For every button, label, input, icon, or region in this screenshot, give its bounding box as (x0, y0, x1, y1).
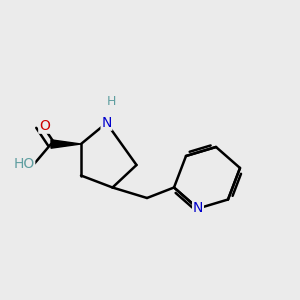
Text: H: H (106, 95, 116, 108)
Text: N: N (193, 202, 203, 215)
Text: N: N (101, 116, 112, 130)
Text: HO: HO (13, 157, 34, 170)
Polygon shape (51, 140, 81, 148)
Text: O: O (39, 119, 50, 133)
